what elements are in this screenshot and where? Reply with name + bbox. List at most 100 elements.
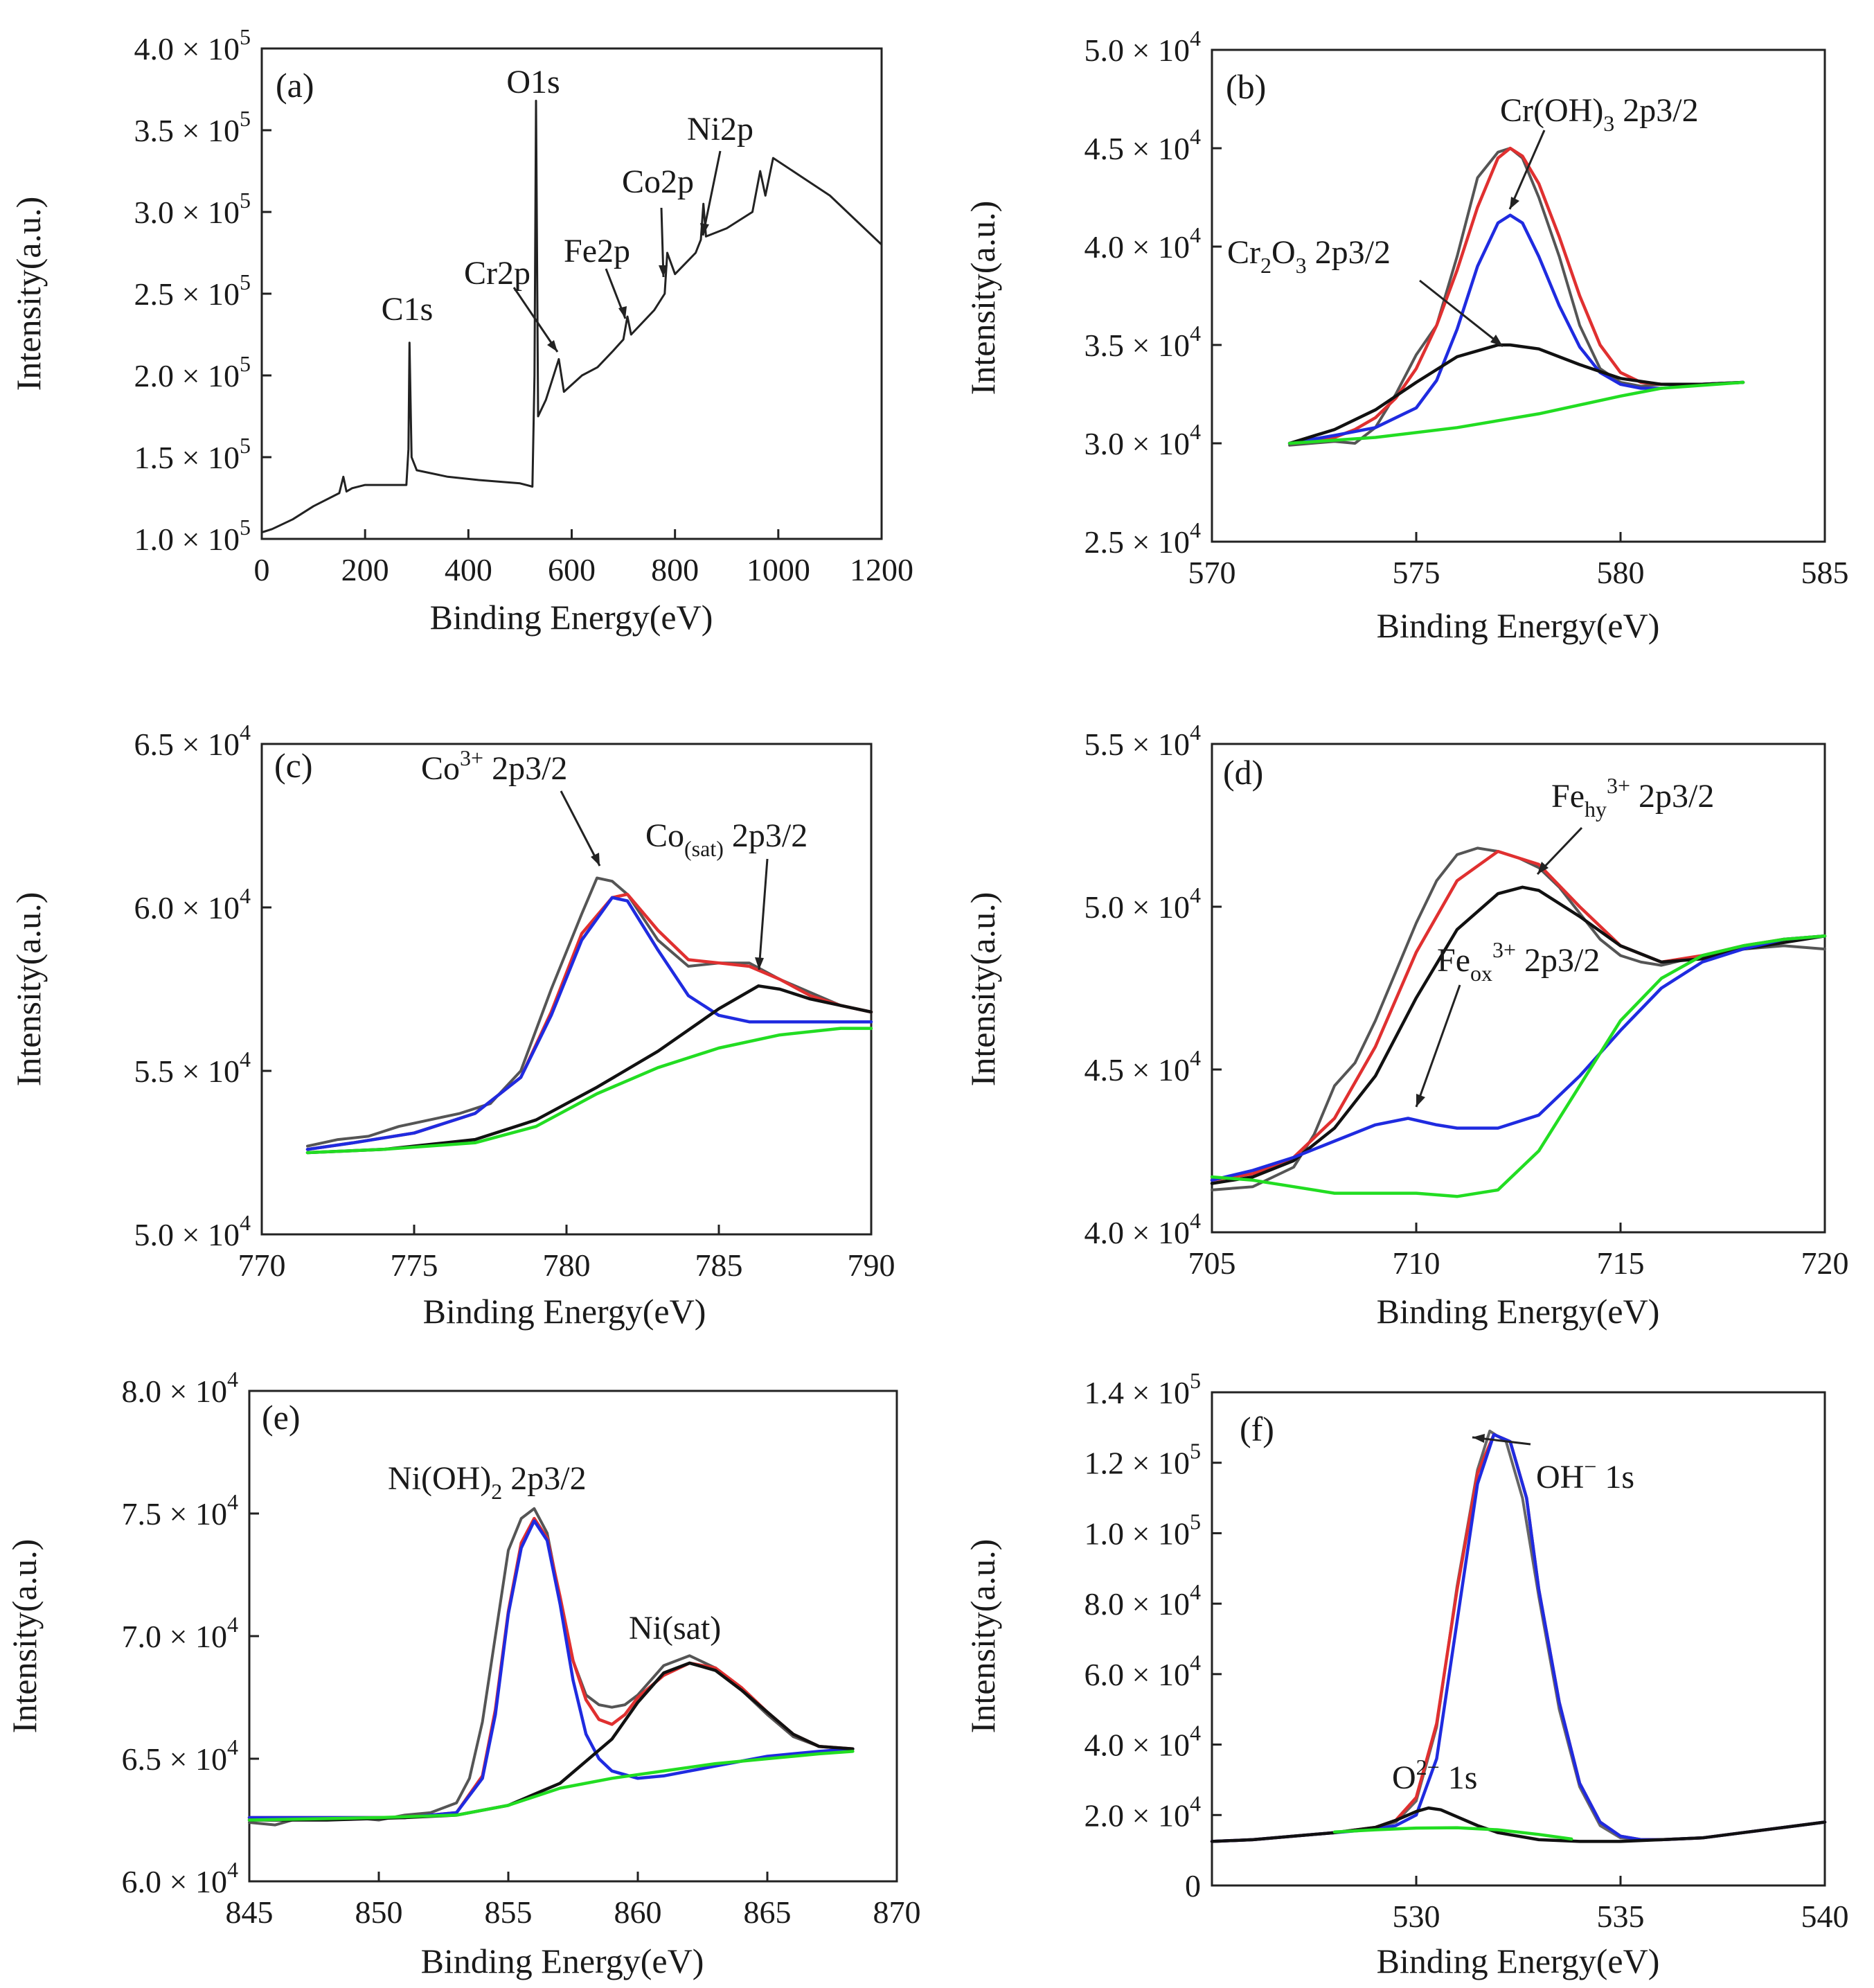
series-group-b [1287,146,1745,447]
x-tick-label: 865 [744,1894,792,1930]
arrowhead-oh [1472,1434,1485,1443]
annotation-nisat: Ni(sat) [629,1610,721,1647]
arrowhead-croh3 [1510,197,1519,209]
panel-label-a: (a) [276,66,314,105]
x-tick-label: 860 [614,1894,662,1930]
panel-label-b: (b) [1226,67,1266,106]
x-tick-label: 770 [238,1248,286,1283]
x-tick-label: 1200 [850,552,913,587]
arrowhead-ni2p [700,223,709,236]
x-tick-label: 570 [1188,555,1236,590]
annotation-cr2p: Cr2p [464,255,530,292]
series-line-feox3-2p3-2 [1210,934,1827,1182]
axis-ticks-b: 570 575 580 585 2.5 × 104 3.0 × 104 3.5 × 104 4… [1085,26,1849,590]
arrow-cosat [758,858,769,970]
arrowhead-fehy [1537,862,1549,874]
x-tick-label: 715 [1597,1245,1645,1281]
annotation-nioh2: Ni(OH)2 2p3/2 [388,1460,587,1504]
series-line-background [1287,380,1745,445]
arrow-cr2p [512,287,559,353]
y-tick-label: 1.0 × 105 [134,515,251,557]
y-axis-title-a: Intensity(a.u.) [9,197,48,391]
y-tick-label: 8.0 × 104 [1085,1579,1201,1622]
y-tick-label: 6.5 × 104 [122,1734,238,1777]
series-line-background [1210,934,1827,1198]
series-line-survey [260,100,883,534]
x-axis-title-f: Binding Energy(eV) [1377,1942,1660,1980]
y-tick-label: 7.5 × 104 [122,1489,238,1532]
y-axis-title-c: Intensity(a.u.) [9,892,48,1086]
x-tick-label: 785 [695,1248,743,1283]
x-tick-label: 845 [226,1894,274,1930]
annotation-fehy: Fehy3+ 2p3/2 [1551,773,1714,822]
x-tick-label: 720 [1801,1245,1849,1281]
annotation-c1s: C1s [382,291,434,328]
series-line-fit-envelope [1287,146,1745,445]
panel-label-e: (e) [262,1398,301,1437]
y-tick-label: 6.0 × 104 [134,883,251,925]
y-tick-label: 0 [1185,1868,1201,1903]
x-tick-label: 855 [485,1894,533,1930]
arrow-ni2p [702,150,722,236]
arrowhead-cr2p [547,340,557,352]
panel-a-survey-spectrum: 0 200 400 600 800 1000 1200 1.0 × 105 1.5 × 105 2… [9,24,913,637]
annotation-oh: OH− 1s [1536,1454,1634,1496]
axis-ticks-f: 530 535 540 0 2.0 × 104 4.0 × 104 6.0 × 104 8.0… [1085,1368,1849,1934]
y-tick-label: 6.0 × 104 [122,1857,238,1899]
annotation-o1s: O1s [506,64,560,100]
y-tick-label: 2.0 × 104 [1085,1791,1201,1833]
axis-ticks-d: 705 710 715 720 4.0 × 104 4.5 × 104 5.0 × 104 5… [1085,720,1849,1281]
arrowhead-cr2o3 [1490,335,1503,346]
series-group-c [305,876,873,1155]
x-axis-title-d: Binding Energy(eV) [1377,1292,1660,1331]
y-tick-label: 3.5 × 105 [134,106,251,148]
x-tick-label: 540 [1801,1899,1849,1934]
panel-e-ni2p-spectrum: 845 850 855 860 865 870 6.0 × 104 6.5 × 104 7.0 … [5,1367,921,1980]
y-tick-label: 4.5 × 104 [1085,1045,1201,1088]
y-tick-label: 5.5 × 104 [134,1047,251,1089]
x-tick-label: 200 [341,552,389,587]
arrow-co3plus [560,790,601,867]
x-tick-label: 790 [848,1248,895,1283]
axis-ticks-a: 0 200 400 600 800 1000 1200 1.0 × 105 1.5 × 105 2… [134,24,913,587]
annotation-co3plus: Co3+ 2p3/2 [421,745,567,787]
x-tick-label: 535 [1597,1899,1645,1934]
y-tick-label: 8.0 × 104 [122,1367,238,1409]
x-tick-label: 850 [355,1894,403,1930]
arrowhead-cosat [755,957,764,970]
series-line-background [1332,1826,1573,1841]
series-group-a [260,100,883,534]
y-tick-label: 1.5 × 105 [134,433,251,475]
panel-f-o1s-spectrum: 530 535 540 0 2.0 × 104 4.0 × 104 6.0 × 104 8.0… [963,1368,1849,1980]
panel-label-d: (d) [1223,753,1263,792]
y-tick-label: 6.5 × 104 [134,720,251,762]
x-axis-title-a: Binding Energy(eV) [430,598,713,637]
x-axis-title-c: Binding Energy(eV) [423,1292,706,1331]
y-tick-label: 4.0 × 104 [1085,222,1201,265]
y-tick-label: 4.0 × 104 [1085,1208,1201,1250]
annotation-croh3: Cr(OH)3 2p3/2 [1500,92,1699,136]
y-tick-label: 4.0 × 104 [1085,1721,1201,1763]
plot-frame [1211,743,1826,1234]
y-axis-title-e: Intensity(a.u.) [5,1539,44,1733]
series-line-co3-2p3-2 [305,896,873,1151]
arrowhead-feox [1416,1094,1425,1107]
x-tick-label: 575 [1393,555,1440,590]
arrowhead-co2p [659,265,668,277]
annotation-feox: Feox3+ 2p3/2 [1437,937,1600,986]
x-axis-title-b: Binding Energy(eV) [1377,606,1660,645]
y-tick-label: 5.5 × 104 [1085,720,1201,762]
y-tick-label: 6.0 × 104 [1085,1650,1201,1692]
y-tick-label: 4.5 × 104 [1085,124,1201,166]
panel-label-f: (f) [1240,1410,1274,1448]
arrow-cr2o3 [1419,279,1503,348]
annotation-ni2p: Ni2p [687,111,753,148]
y-tick-label: 1.4 × 105 [1085,1368,1201,1410]
panel-c-co2p-spectrum: 770 775 780 785 790 5.0 × 104 5.5 × 104 6.0 × 1… [9,720,895,1331]
arrowhead-fe2p [618,306,627,319]
y-axis-title-f: Intensity(a.u.) [963,1539,1002,1733]
y-tick-label: 5.0 × 104 [134,1210,251,1252]
annotation-o2minus: O2− 1s [1392,1755,1477,1796]
annotation-cosat: Co(sat) 2p3/2 [645,817,807,861]
